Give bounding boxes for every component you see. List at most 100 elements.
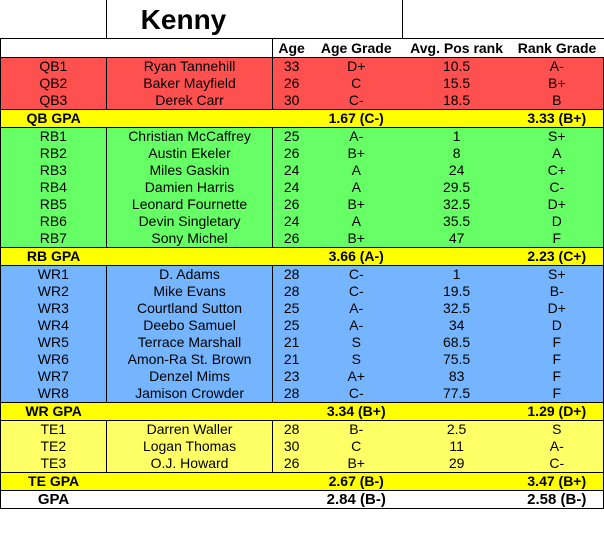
te-gpa-row: TE GPA 2.67 (B-) 3.47 (B+) (0, 472, 604, 491)
position-cell: WR4 (0, 317, 107, 334)
player-name-cell: Jamison Crowder (105, 385, 274, 403)
avg-pos-rank-cell: 18.5 (402, 92, 511, 110)
player-name-cell: Denzel Mims (105, 368, 274, 385)
avg-pos-rank-cell: 29 (402, 455, 511, 473)
table-row: RB1 Christian McCaffrey 25 A- 1 S+ (0, 127, 604, 145)
age-grade-cell: S (309, 334, 403, 351)
position-cell: TE1 (0, 420, 107, 438)
rank-grade-cell: D (510, 213, 604, 230)
gpa-spacer (272, 402, 310, 421)
age-cell: 23 (272, 368, 310, 385)
position-cell: QB1 (0, 57, 107, 75)
position-cell: RB5 (0, 196, 107, 213)
position-cell: WR5 (0, 334, 107, 351)
table-row: TE1 Darren Waller 28 B- 2.5 S (0, 420, 604, 438)
player-name-cell: Ryan Tannehill (105, 57, 274, 75)
avg-pos-rank-cell: 24 (402, 162, 511, 179)
avg-pos-rank-cell: 75.5 (402, 351, 511, 368)
rank-grade-cell: S+ (510, 265, 604, 283)
age-cell: 30 (272, 438, 310, 455)
age-cell: 30 (272, 92, 310, 110)
rank-grade-cell: D+ (510, 196, 604, 213)
age-grade-cell: C (309, 438, 403, 455)
player-name-cell: Courtland Sutton (105, 300, 274, 317)
rank-grade-cell: B- (510, 283, 604, 300)
header-rank-grade: Rank Grade (510, 38, 604, 58)
gpa-spacer (402, 109, 511, 128)
gpa-spacer (272, 472, 310, 491)
rank-grade-cell: F (510, 385, 604, 403)
gpa-label: WR GPA (0, 402, 107, 421)
player-name-cell: D. Adams (105, 265, 274, 283)
player-name-cell: Christian McCaffrey (105, 127, 274, 145)
table-row: WR6 Amon-Ra St. Brown 21 S 75.5 F (0, 351, 604, 368)
age-cell: 28 (272, 385, 310, 403)
gpa-spacer (106, 402, 273, 421)
table-row: RB7 Sony Michel 26 B+ 47 F (0, 230, 604, 248)
gpa-spacer (272, 109, 310, 128)
avg-pos-rank-cell: 47 (402, 230, 511, 248)
age-grade-cell: S (309, 351, 403, 368)
player-name-cell: Derek Carr (105, 92, 274, 110)
table-row: TE3 O.J. Howard 26 B+ 29 C- (0, 455, 604, 473)
rank-grade-cell: F (510, 334, 604, 351)
wr-gpa-row: WR GPA 3.34 (B+) 1.29 (D+) (0, 402, 604, 421)
age-grade-cell: A- (309, 300, 403, 317)
rank-gpa-value: 1.29 (D+) (510, 402, 604, 421)
rank-gpa-value: 3.47 (B+) (510, 472, 604, 491)
avg-pos-rank-cell: 29.5 (402, 179, 511, 196)
title-row: Kenny (0, 0, 604, 39)
table-row: QB3 Derek Carr 30 C- 18.5 B (0, 92, 604, 110)
player-name-cell: Devin Singletary (105, 213, 274, 230)
player-name-cell: Logan Thomas (105, 438, 274, 455)
position-cell: WR8 (0, 385, 107, 403)
avg-pos-rank-cell: 8 (402, 145, 511, 162)
table-row: WR3 Courtland Sutton 25 A- 32.5 D+ (0, 300, 604, 317)
table-row: WR5 Terrace Marshall 21 S 68.5 F (0, 334, 604, 351)
rank-gpa-value: 3.33 (B+) (510, 109, 604, 128)
table-row: WR4 Deebo Samuel 25 A- 34 D (0, 317, 604, 334)
table-row: WR7 Denzel Mims 23 A+ 83 F (0, 368, 604, 385)
avg-pos-rank-cell: 10.5 (402, 57, 511, 75)
position-cell: WR1 (0, 265, 107, 283)
total-gpa-row: GPA 2.84 (B-) 2.58 (B-) (0, 490, 604, 509)
position-cell: QB3 (0, 92, 107, 110)
age-gpa-value: 1.67 (C-) (309, 109, 403, 128)
avg-pos-rank-cell: 15.5 (402, 75, 511, 92)
gpa-spacer (402, 490, 511, 509)
total-gpa-label: GPA (0, 490, 107, 509)
player-name-cell: Terrace Marshall (105, 334, 274, 351)
age-cell: 26 (272, 75, 310, 92)
player-name-cell: Austin Ekeler (105, 145, 274, 162)
age-cell: 24 (272, 162, 310, 179)
gpa-spacer (106, 472, 273, 491)
position-cell: RB3 (0, 162, 107, 179)
rank-grade-cell: C- (510, 179, 604, 196)
avg-pos-rank-cell: 77.5 (402, 385, 511, 403)
rank-grade-cell: S+ (510, 127, 604, 145)
player-name-cell: Baker Mayfield (105, 75, 274, 92)
age-grade-cell: B+ (309, 145, 403, 162)
header-age: Age (272, 38, 310, 58)
player-name-cell: Leonard Fournette (105, 196, 274, 213)
column-header-row: Age Age Grade Avg. Pos rank Rank Grade (0, 38, 604, 58)
gpa-spacer (272, 247, 310, 266)
gpa-spacer (402, 247, 511, 266)
table-row: WR2 Mike Evans 28 C- 19.5 B- (0, 283, 604, 300)
rb-gpa-row: RB GPA 3.66 (A-) 2.23 (C+) (0, 247, 604, 266)
age-grade-cell: B+ (309, 196, 403, 213)
table-row: RB3 Miles Gaskin 24 A 24 C+ (0, 162, 604, 179)
table-row: RB5 Leonard Fournette 26 B+ 32.5 D+ (0, 196, 604, 213)
position-cell: TE2 (0, 438, 107, 455)
age-cell: 24 (272, 179, 310, 196)
avg-pos-rank-cell: 32.5 (402, 196, 511, 213)
age-grade-cell: C- (309, 385, 403, 403)
age-cell: 25 (272, 300, 310, 317)
table-row: RB6 Devin Singletary 24 A 35.5 D (0, 213, 604, 230)
position-cell: WR7 (0, 368, 107, 385)
position-cell: RB1 (0, 127, 107, 145)
gpa-spacer (402, 402, 511, 421)
position-cell: WR6 (0, 351, 107, 368)
age-cell: 28 (272, 265, 310, 283)
